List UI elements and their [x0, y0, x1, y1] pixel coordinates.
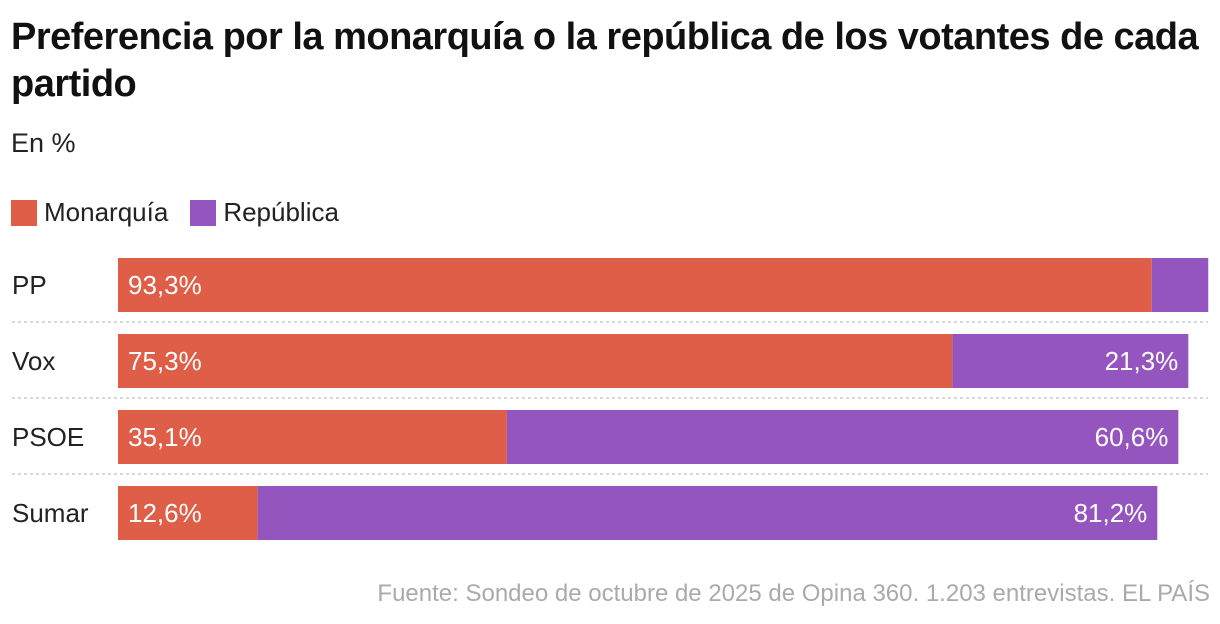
data-label: 81,2% [1074, 498, 1148, 528]
legend-swatch [11, 199, 37, 226]
bar-republica [952, 334, 1189, 388]
data-label: 35,1% [128, 422, 202, 452]
legend-item-monarquia: Monarquía [11, 197, 168, 228]
category-label: PSOE [12, 422, 84, 452]
bar-republica [257, 486, 1158, 540]
legend-label: República [223, 197, 339, 227]
category-label: PP [12, 270, 47, 300]
bar-monarquia [118, 258, 1152, 312]
category-label: Vox [12, 346, 55, 376]
bar-monarquia [118, 410, 507, 464]
legend-item-republica: República [190, 197, 339, 228]
legend-label: Monarquía [44, 197, 169, 227]
bar-republica [506, 410, 1179, 464]
chart-title: Preferencia por la monarquía o la repúbl… [11, 16, 1199, 105]
data-label: 75,3% [128, 346, 202, 376]
chart-subtitle: En % [11, 128, 76, 158]
data-label: 12,6% [128, 498, 202, 528]
bar-monarquia [118, 486, 258, 540]
data-label: 93,3% [128, 270, 202, 300]
legend-swatch [190, 199, 217, 226]
data-label: 60,6% [1095, 422, 1169, 452]
data-label: 21,3% [1105, 346, 1179, 376]
category-label: Sumar [12, 498, 89, 528]
bar-republica [1151, 258, 1209, 312]
legend: Monarquía República [11, 197, 361, 228]
source-note: Fuente: Sondeo de octubre de 2025 de Opi… [377, 580, 1210, 607]
bar-monarquia [118, 334, 953, 388]
